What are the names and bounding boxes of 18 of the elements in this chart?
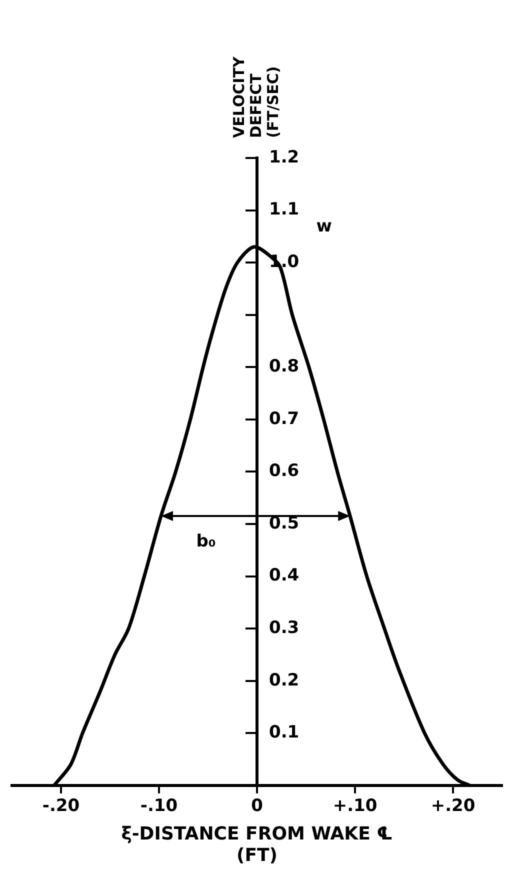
y-tick-label: 0.8 <box>269 356 300 377</box>
y-tick-label: 0.4 <box>269 566 300 586</box>
annotation: b₀ <box>196 532 216 552</box>
y-tick-label: 0.1 <box>269 722 300 743</box>
x-tick-label: -.20 <box>42 796 80 816</box>
x-tick-label: +.20 <box>430 796 476 816</box>
annotation: w <box>316 216 332 236</box>
x-axis-title: ξ-DISTANCE FROM WAKE ℄ (FT) <box>121 823 393 866</box>
y-tick-label: 0.2 <box>269 670 300 690</box>
y-tick-label: 1.2 <box>269 147 300 168</box>
x-tick-label: -.10 <box>140 796 178 816</box>
y-axis-title: VELOCITY DEFECT (FT/SEC) <box>230 56 282 138</box>
y-tick-label: 0.3 <box>269 618 300 638</box>
x-tick-label: +.10 <box>332 796 378 816</box>
y-tick-label: 0.6 <box>269 461 300 482</box>
y-tick-label: 1.1 <box>269 200 300 220</box>
x-tick-label: 0 <box>251 796 264 816</box>
y-tick-label: 0.7 <box>269 408 300 429</box>
